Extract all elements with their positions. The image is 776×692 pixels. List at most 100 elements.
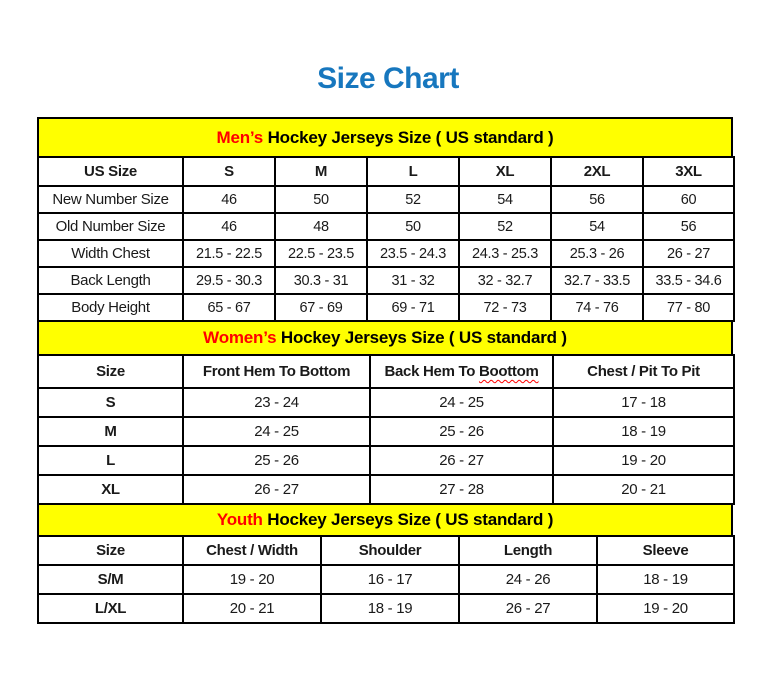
size-cell: 16 - 17 — [320, 564, 460, 595]
size-cell: 60 — [642, 185, 735, 214]
row-label: Back Length — [37, 266, 184, 295]
size-cell: 50 — [366, 212, 460, 241]
size-cell: 25.3 - 26 — [550, 239, 644, 268]
size-cell: 46 — [182, 212, 276, 241]
column-header: Shoulder — [320, 535, 460, 566]
row-label: S/M — [37, 564, 184, 595]
mens-section-header: Men’s Hockey Jerseys Size ( US standard … — [37, 117, 733, 158]
size-cell: 33.5 - 34.6 — [642, 266, 735, 295]
youth-highlight-label: Youth — [216, 510, 263, 529]
size-cell: 26 - 27 — [182, 474, 371, 505]
size-cell: 22.5 - 23.5 — [274, 239, 368, 268]
table-row: L/XL 20 - 21 18 - 19 26 - 27 19 - 20 — [37, 593, 735, 624]
size-cell: 32 - 32.7 — [458, 266, 552, 295]
row-label: Body Height — [37, 293, 184, 322]
size-cell: 72 - 73 — [458, 293, 552, 322]
size-cell: 52 — [366, 185, 460, 214]
column-header: Back Hem To Boottom — [369, 354, 554, 389]
size-cell: 18 - 19 — [552, 416, 735, 447]
size-cell: 48 — [274, 212, 368, 241]
size-cell: 24 - 26 — [458, 564, 598, 595]
size-cell: 17 - 18 — [552, 387, 735, 418]
column-header: Front Hem To Bottom — [182, 354, 371, 389]
womens-header-row: Size Front Hem To Bottom Back Hem To Boo… — [37, 354, 735, 389]
size-cell: 25 - 26 — [369, 416, 554, 447]
youth-header-row: Size Chest / Width Shoulder Length Sleev… — [37, 535, 735, 566]
size-cell: 23.5 - 24.3 — [366, 239, 460, 268]
row-label: L — [37, 445, 184, 476]
table-row: M 24 - 25 25 - 26 18 - 19 — [37, 416, 735, 447]
size-cell: 65 - 67 — [182, 293, 276, 322]
size-cell: 25 - 26 — [182, 445, 371, 476]
youth-header-text: Hockey Jerseys Size ( US standard ) — [262, 510, 554, 529]
youth-section-header: Youth Hockey Jerseys Size ( US standard … — [37, 503, 733, 537]
page-title: Size Chart — [317, 62, 459, 95]
size-cell: 21.5 - 22.5 — [182, 239, 276, 268]
size-cell: 32.7 - 33.5 — [550, 266, 644, 295]
womens-section-header: Women’s Hockey Jerseys Size ( US standar… — [37, 320, 733, 356]
table-row: Old Number Size 46 48 50 52 54 56 — [37, 212, 735, 241]
column-header: Chest / Width — [182, 535, 322, 566]
size-cell: 56 — [550, 185, 644, 214]
size-cell: 23 - 24 — [182, 387, 371, 418]
row-label: L/XL — [37, 593, 184, 624]
row-label: Old Number Size — [37, 212, 184, 241]
size-cell: 74 - 76 — [550, 293, 644, 322]
youth-size-table: Size Chest / Width Shoulder Length Sleev… — [37, 535, 735, 624]
size-cell: 24 - 25 — [369, 387, 554, 418]
table-row: L 25 - 26 26 - 27 19 - 20 — [37, 445, 735, 476]
column-header: Sleeve — [596, 535, 735, 566]
column-header: 2XL — [550, 156, 644, 187]
mens-size-table: US Size S M L XL 2XL 3XL New Number Size… — [37, 156, 735, 322]
size-cell: 20 - 21 — [552, 474, 735, 505]
size-cell: 19 - 20 — [182, 564, 322, 595]
womens-highlight-label: Women’s — [203, 328, 277, 347]
size-cell: 20 - 21 — [182, 593, 322, 624]
column-header: Chest / Pit To Pit — [552, 354, 735, 389]
mens-header-text: Hockey Jerseys Size ( US standard ) — [263, 127, 554, 147]
table-row: Width Chest 21.5 - 22.5 22.5 - 23.5 23.5… — [37, 239, 735, 268]
size-cell: 69 - 71 — [366, 293, 460, 322]
size-cell: 77 - 80 — [642, 293, 735, 322]
size-cell: 27 - 28 — [369, 474, 554, 505]
womens-size-table: Size Front Hem To Bottom Back Hem To Boo… — [37, 354, 735, 505]
mens-header-row: US Size S M L XL 2XL 3XL — [37, 156, 735, 187]
womens-header-text: Hockey Jerseys Size ( US standard ) — [276, 328, 567, 347]
size-cell: 50 — [274, 185, 368, 214]
column-header: Length — [458, 535, 598, 566]
table-row: XL 26 - 27 27 - 28 20 - 21 — [37, 474, 735, 505]
size-chart: Men’s Hockey Jerseys Size ( US standard … — [37, 117, 735, 624]
size-cell: 67 - 69 — [274, 293, 368, 322]
table-row: Body Height 65 - 67 67 - 69 69 - 71 72 -… — [37, 293, 735, 322]
misspelled-word: Boottom — [478, 363, 539, 380]
row-label: New Number Size — [37, 185, 184, 214]
column-header: XL — [458, 156, 552, 187]
size-cell: 18 - 19 — [320, 593, 460, 624]
table-row: New Number Size 46 50 52 54 56 60 — [37, 185, 735, 214]
table-row: S/M 19 - 20 16 - 17 24 - 26 18 - 19 — [37, 564, 735, 595]
column-header-text: Back Hem To — [384, 363, 479, 380]
column-header: Size — [37, 535, 184, 566]
size-cell: 30.3 - 31 — [274, 266, 368, 295]
mens-highlight-label: Men’s — [216, 127, 264, 147]
size-cell: 24.3 - 25.3 — [458, 239, 552, 268]
size-cell: 31 - 32 — [366, 266, 460, 295]
size-cell: 46 — [182, 185, 276, 214]
column-header: US Size — [37, 156, 184, 187]
size-cell: 26 - 27 — [369, 445, 554, 476]
table-row: S 23 - 24 24 - 25 17 - 18 — [37, 387, 735, 418]
column-header: 3XL — [642, 156, 735, 187]
size-cell: 56 — [642, 212, 735, 241]
size-cell: 19 - 20 — [596, 593, 735, 624]
column-header: L — [366, 156, 460, 187]
row-label: XL — [37, 474, 184, 505]
size-cell: 24 - 25 — [182, 416, 371, 447]
size-cell: 29.5 - 30.3 — [182, 266, 276, 295]
table-row: Back Length 29.5 - 30.3 30.3 - 31 31 - 3… — [37, 266, 735, 295]
column-header: Size — [37, 354, 184, 389]
size-cell: 26 - 27 — [642, 239, 735, 268]
column-header: M — [274, 156, 368, 187]
size-cell: 19 - 20 — [552, 445, 735, 476]
size-cell: 26 - 27 — [458, 593, 598, 624]
column-header: S — [182, 156, 276, 187]
